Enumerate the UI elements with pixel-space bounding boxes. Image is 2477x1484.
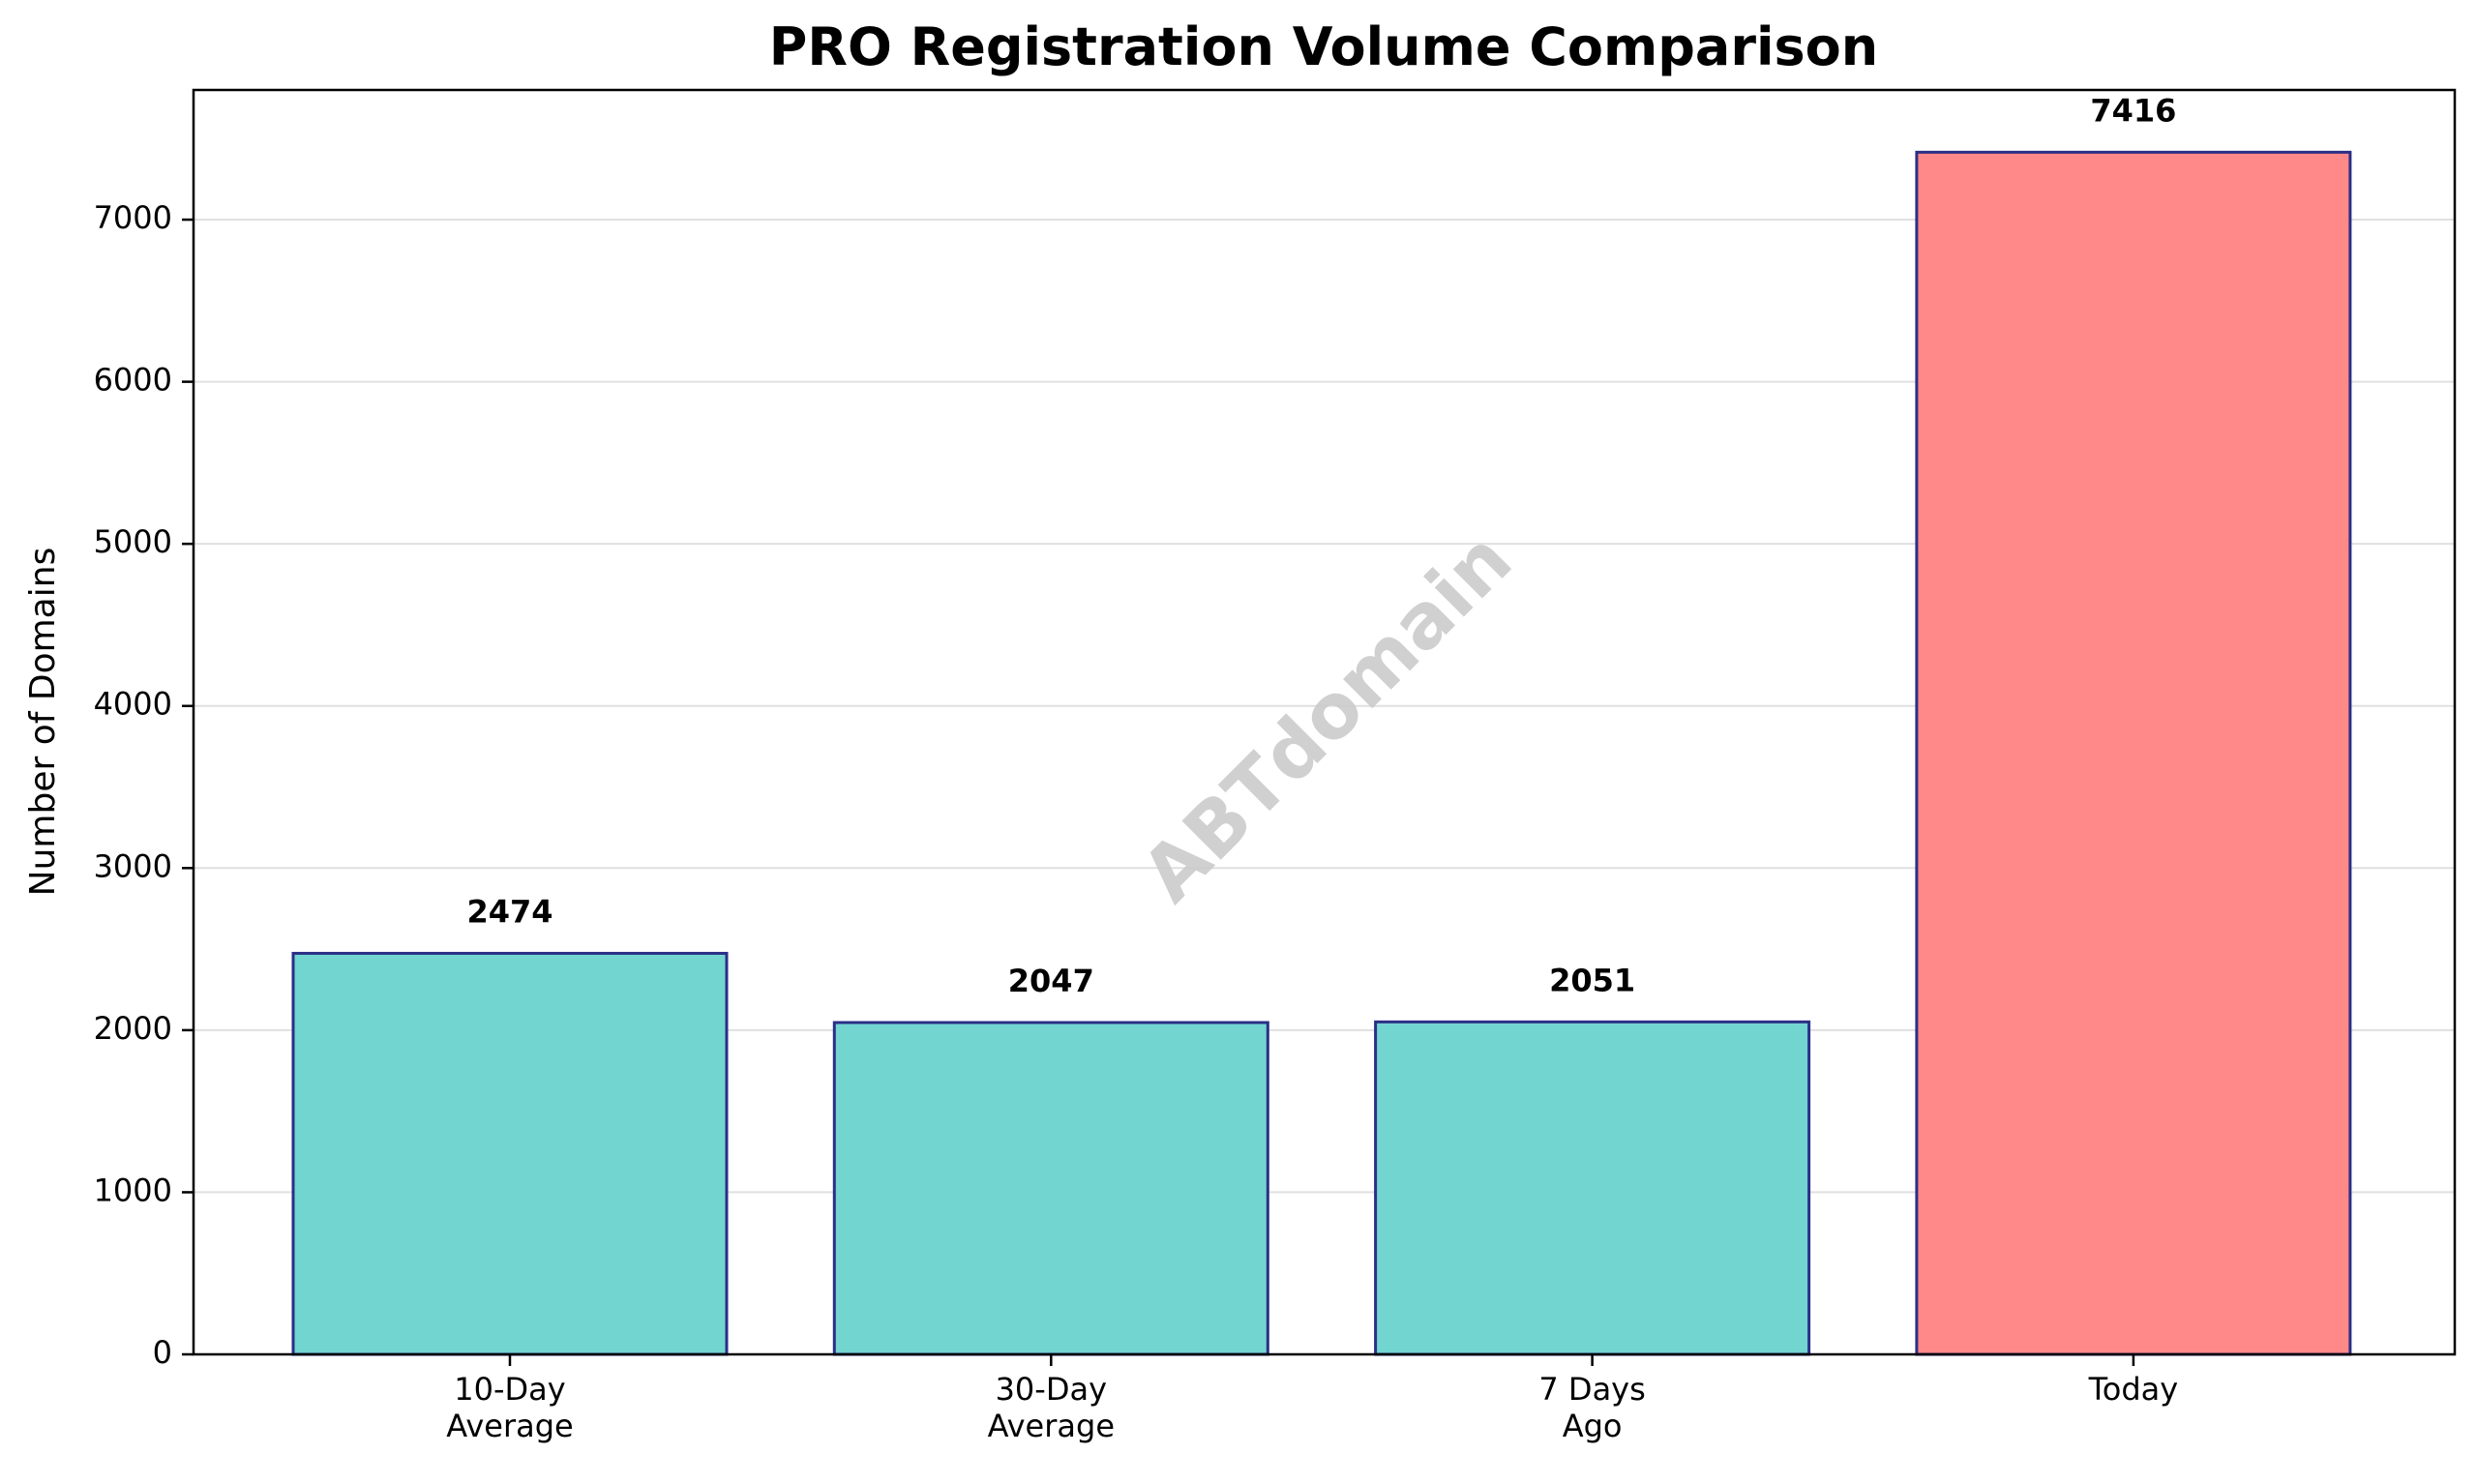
watermark-layer: ABTdomain: [1126, 517, 1529, 919]
bar: [1915, 150, 2352, 1356]
watermark: ABTdomain: [1126, 517, 1529, 919]
y-tick-label: 2000: [94, 1010, 172, 1047]
bar-value-label: 2474: [466, 893, 552, 930]
y-tick-label: 6000: [94, 362, 172, 399]
axis-layer: 0 1000 2000 3000 4000 5000 6000 7000 10-Day Avera…: [94, 199, 2179, 1444]
y-tick-label: 7000: [94, 199, 172, 236]
y-axis-label: Number of Domains: [23, 548, 63, 897]
labels-layer: 2474 2047 2051 7416: [466, 92, 2176, 999]
x-tick-label: 30-Day Average: [988, 1371, 1115, 1444]
y-tick-label: 0: [153, 1334, 172, 1371]
y-tick-label: 5000: [94, 523, 172, 560]
bar: [291, 951, 729, 1356]
bar-value-label: 7416: [2090, 92, 2176, 129]
x-tick-label: 10-Day Average: [446, 1371, 573, 1444]
bar-value-label: 2051: [1549, 962, 1635, 998]
bars-layer: [291, 150, 2352, 1356]
x-tick-label: Today: [2088, 1371, 2179, 1408]
x-tick-label: 7 Days Ago: [1538, 1371, 1645, 1444]
plot-frame: [192, 88, 2457, 1356]
bar: [832, 1021, 1269, 1356]
bar: [1374, 1020, 1811, 1356]
bar-value-label: 2047: [1008, 963, 1094, 999]
y-tick-label: 4000: [94, 686, 172, 723]
y-tick-label: 3000: [94, 847, 172, 884]
y-tick-label: 1000: [94, 1172, 172, 1208]
chart-title: PRO Registration Volume Comparison: [769, 16, 1878, 77]
